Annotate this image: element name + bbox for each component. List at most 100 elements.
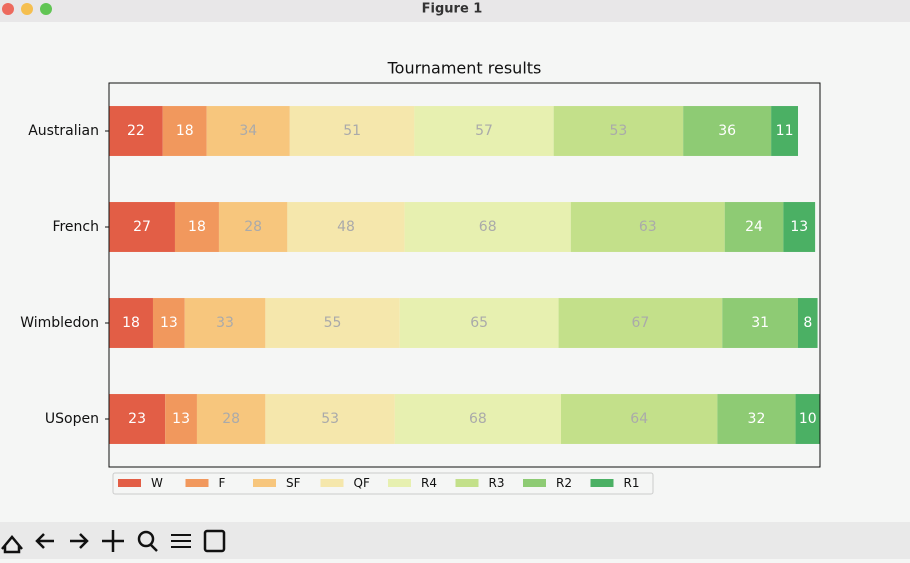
- value-label: 13: [160, 315, 178, 331]
- legend-swatch: [118, 479, 141, 487]
- bar-segment: [404, 202, 571, 252]
- bar-segment: [165, 394, 197, 444]
- plot-frame: [108, 82, 821, 468]
- bar-segment: [109, 298, 153, 348]
- value-label: 31: [751, 315, 769, 331]
- legend-label: F: [219, 476, 226, 490]
- window-title: Figure 1: [422, 2, 483, 17]
- legend-label: R4: [421, 476, 437, 490]
- legend-label: SF: [286, 476, 301, 490]
- legend-swatch: [388, 479, 411, 487]
- close-button[interactable]: [2, 3, 14, 15]
- legend-label: QF: [354, 476, 370, 490]
- legend-label: R1: [624, 476, 640, 490]
- legend-swatch: [455, 479, 479, 487]
- forward-button[interactable]: [70, 533, 89, 549]
- value-label: 63: [639, 219, 657, 235]
- value-label: 27: [133, 219, 151, 235]
- y-tick-label: USopen: [45, 411, 99, 427]
- legend-label: W: [151, 476, 163, 490]
- y-tick-label: French: [52, 219, 99, 235]
- bar-segment: [798, 298, 818, 348]
- bar-segment: [265, 298, 400, 348]
- value-label: 53: [610, 123, 628, 139]
- legend-label: R3: [489, 476, 505, 490]
- value-label: 24: [745, 219, 763, 235]
- bar-segment: [162, 106, 207, 156]
- bar-segment: [109, 202, 175, 252]
- bar-segment: [561, 394, 718, 444]
- bar-segment: [683, 106, 772, 156]
- legend-swatch: [590, 479, 614, 487]
- value-label: 28: [222, 411, 240, 427]
- bar-segment: [287, 202, 405, 252]
- legend-box: [112, 472, 654, 495]
- value-label: 18: [122, 315, 140, 331]
- value-label: 48: [337, 219, 355, 235]
- value-label: 36: [718, 123, 736, 139]
- value-label: 64: [630, 411, 648, 427]
- bar-segment: [394, 394, 562, 444]
- bar-segment: [174, 202, 219, 252]
- bar-segment: [218, 202, 288, 252]
- value-label: 18: [176, 123, 194, 139]
- save-button[interactable]: [203, 529, 226, 553]
- legend-swatch: [253, 479, 276, 487]
- bar-segment: [570, 202, 725, 252]
- y-tick-label: Australian: [28, 123, 99, 139]
- zoom-button[interactable]: [40, 3, 52, 15]
- bar-segment: [152, 298, 185, 348]
- bar-segment: [724, 202, 784, 252]
- value-label: 22: [127, 123, 145, 139]
- pan-button[interactable]: [102, 530, 124, 552]
- toolbar-icons: [1, 529, 226, 554]
- value-label: 8: [803, 315, 812, 331]
- legend-label: R2: [556, 476, 572, 490]
- bar-segment: [414, 106, 554, 156]
- value-label: 51: [343, 123, 361, 139]
- value-label: 57: [475, 123, 493, 139]
- value-label: 18: [188, 219, 206, 235]
- chart-title: Tournament results: [387, 59, 542, 78]
- bar-segment: [722, 298, 799, 348]
- bar-segment: [184, 298, 266, 348]
- bar-segment: [289, 106, 415, 156]
- value-label: 68: [479, 219, 497, 235]
- legend-swatch: [523, 479, 546, 487]
- minimize-button[interactable]: [21, 3, 33, 15]
- legend-swatch: [320, 479, 344, 487]
- value-label: 65: [470, 315, 488, 331]
- bar-segment: [109, 394, 166, 444]
- y-tick-label: Wimbledon: [20, 315, 99, 331]
- bar-segment: [399, 298, 559, 348]
- value-label: 23: [128, 411, 146, 427]
- zoom-tool-button[interactable]: [150, 544, 158, 552]
- bar-segment: [783, 202, 816, 252]
- bar-segment: [795, 394, 820, 444]
- bar-segment: [771, 106, 799, 156]
- bar-segment: [558, 298, 723, 348]
- value-label: 34: [239, 123, 257, 139]
- value-label: 28: [244, 219, 262, 235]
- legend-swatch: [185, 479, 209, 487]
- back-button[interactable]: [35, 533, 54, 549]
- value-label: 68: [469, 411, 487, 427]
- value-label: 67: [632, 315, 650, 331]
- value-label: 55: [324, 315, 342, 331]
- bar-segment: [206, 106, 290, 156]
- value-label: 13: [172, 411, 190, 427]
- value-label: 11: [776, 123, 794, 139]
- value-label: 53: [321, 411, 339, 427]
- value-label: 10: [799, 411, 817, 427]
- value-label: 33: [216, 315, 234, 331]
- toolbar: [0, 522, 910, 559]
- bar-segment: [196, 394, 266, 444]
- bar-segment: [265, 394, 395, 444]
- bar-segment: [553, 106, 684, 156]
- title-bar: [0, 0, 910, 22]
- bar-segment: [717, 394, 796, 444]
- configure-button[interactable]: [171, 534, 191, 548]
- home-button[interactable]: [1, 535, 23, 554]
